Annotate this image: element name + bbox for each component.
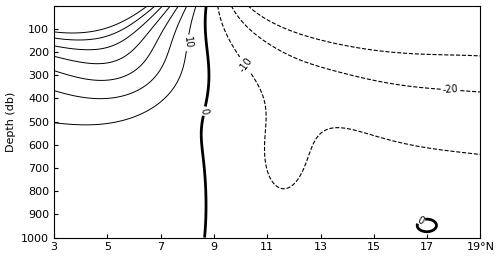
Text: 0: 0	[416, 215, 426, 226]
Text: 10: 10	[182, 36, 194, 50]
Text: -10: -10	[236, 56, 254, 75]
Y-axis label: Depth (db): Depth (db)	[6, 91, 16, 152]
Text: -20: -20	[442, 84, 458, 95]
Text: 0: 0	[199, 107, 210, 115]
